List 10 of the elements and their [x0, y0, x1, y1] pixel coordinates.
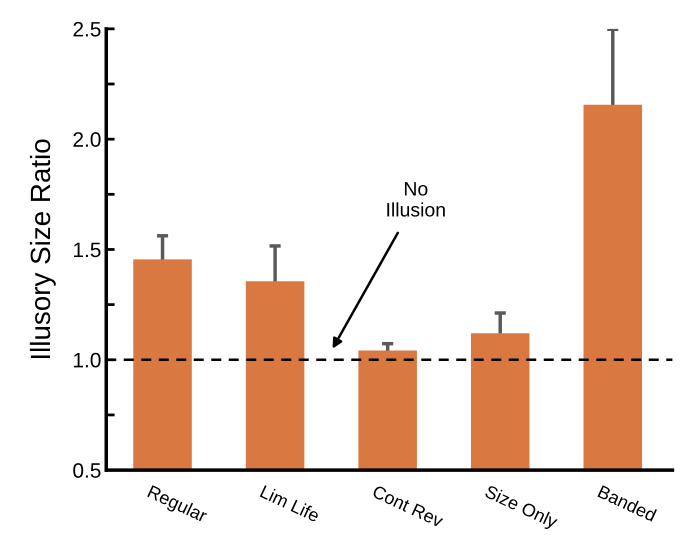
x-tick-label: Size Only	[482, 484, 560, 532]
y-axis-title: Illusory Size Ratio	[30, 139, 56, 358]
x-tick-label: Lim Life	[260, 484, 321, 522]
y-tick-label: 1.5	[74, 242, 101, 258]
y-tick-label: 0.5	[73, 463, 101, 478]
ref-line-label: No Illusion	[387, 182, 445, 217]
y-tick-label: 1.0	[74, 352, 101, 368]
y-tick-label: 2.5	[73, 22, 101, 37]
x-tick-label: Cont Rev	[372, 484, 444, 528]
y-tick-label: 2.0	[73, 132, 101, 147]
